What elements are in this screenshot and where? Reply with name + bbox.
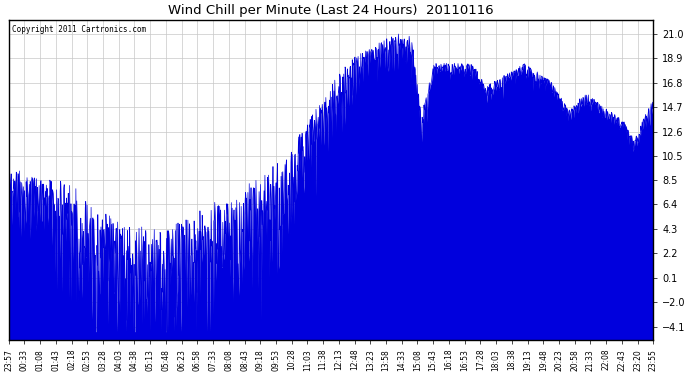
Text: Copyright 2011 Cartronics.com: Copyright 2011 Cartronics.com xyxy=(12,24,146,33)
Title: Wind Chill per Minute (Last 24 Hours)  20110116: Wind Chill per Minute (Last 24 Hours) 20… xyxy=(168,4,494,17)
